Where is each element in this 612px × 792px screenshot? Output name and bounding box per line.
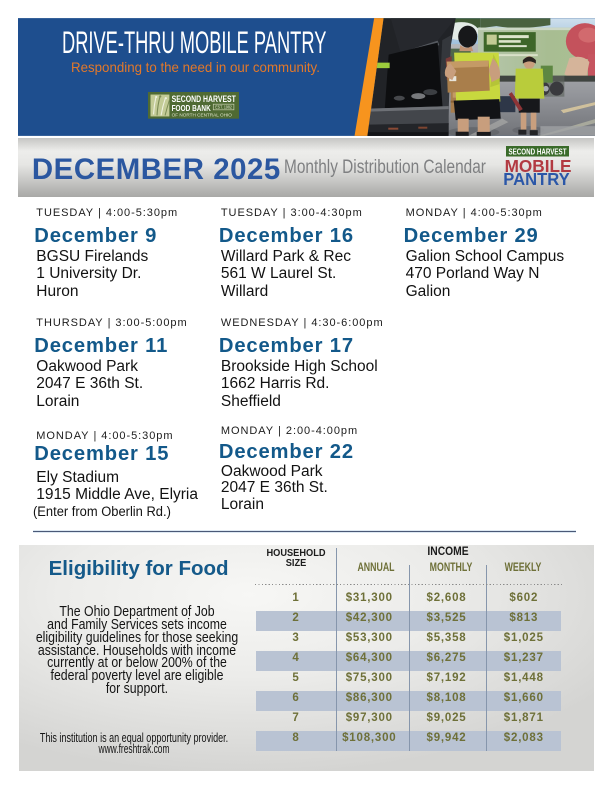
svg-text:SECOND HARVEST: SECOND HARVEST — [172, 94, 237, 104]
svg-text:OF NORTH CENTRAL OHIO: OF NORTH CENTRAL OHIO — [172, 112, 233, 117]
svg-text:EST. 1982: EST. 1982 — [216, 104, 233, 109]
svg-text:SECOND HARVEST: SECOND HARVEST — [508, 147, 567, 157]
svg-text:FOOD BANK: FOOD BANK — [172, 103, 212, 113]
